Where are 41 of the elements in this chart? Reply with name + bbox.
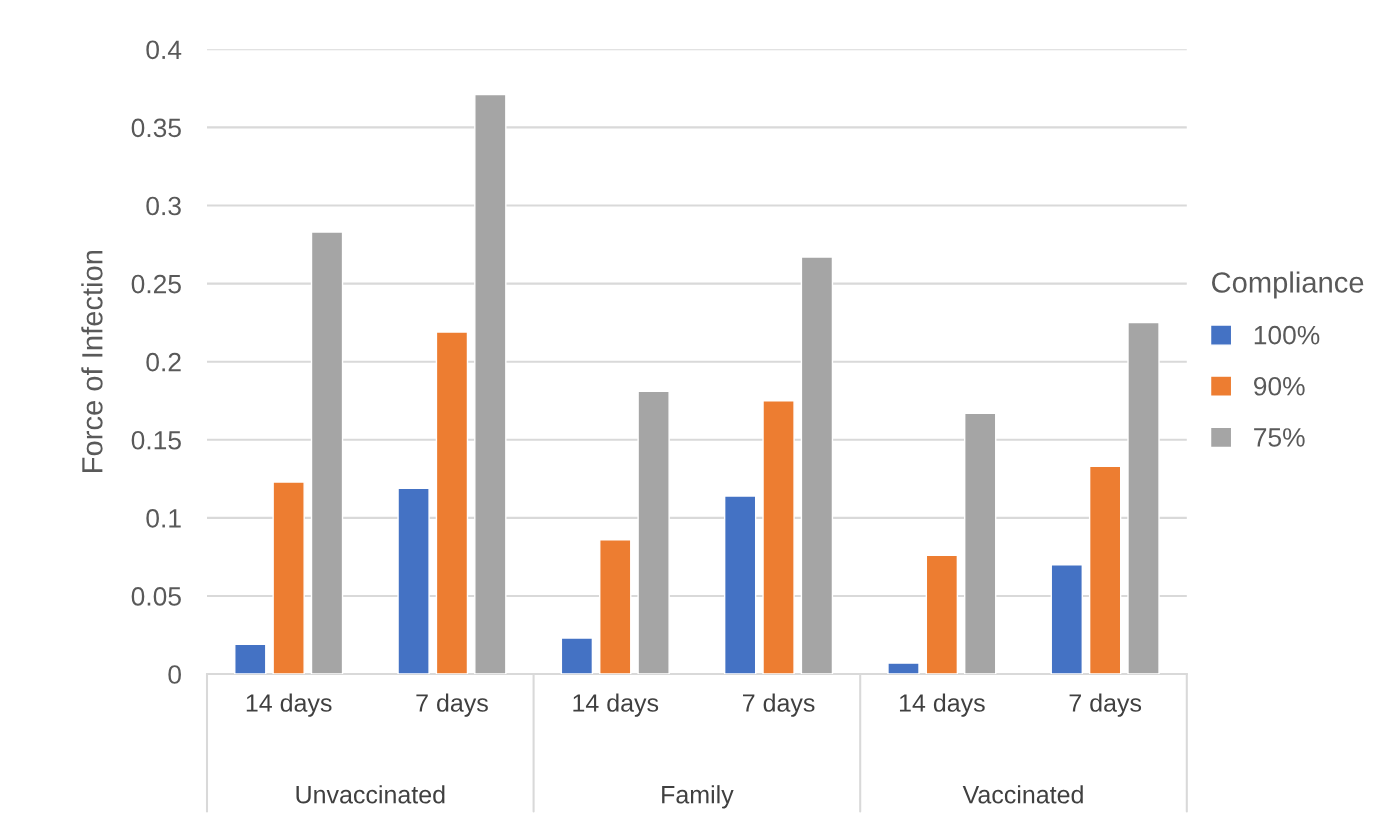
text: Vaccinated bbox=[962, 785, 1083, 804]
x-tick-label: 7 days bbox=[743, 693, 815, 717]
legend-label: 75% bbox=[1254, 428, 1305, 447]
y-tick-label: 0.15 bbox=[131, 430, 181, 450]
bar bbox=[1050, 564, 1083, 675]
y-tick-label: 0.4 bbox=[146, 40, 182, 60]
x-tick-label: 14 days bbox=[573, 693, 659, 717]
y-tick-label: 0.1 bbox=[146, 508, 181, 528]
bar bbox=[272, 481, 305, 675]
bar bbox=[599, 539, 632, 675]
legend-title: Compliance bbox=[1212, 271, 1364, 299]
bar bbox=[762, 400, 795, 675]
legend-label: 100% bbox=[1254, 325, 1320, 345]
bar bbox=[1088, 465, 1122, 675]
y-tick-label: 0.25 bbox=[131, 274, 181, 294]
bar bbox=[1127, 321, 1160, 675]
x-tick-label: 14 days bbox=[246, 693, 332, 717]
bar bbox=[435, 331, 469, 675]
legend-label: 90% bbox=[1254, 376, 1305, 396]
y-axis-title: Force of Infection bbox=[81, 250, 103, 472]
text: Family bbox=[662, 785, 734, 809]
bar bbox=[925, 554, 959, 675]
bar bbox=[637, 390, 670, 675]
bar bbox=[397, 487, 430, 675]
bar bbox=[964, 412, 997, 675]
x-tick-label: 14 days bbox=[899, 693, 985, 717]
bar bbox=[887, 662, 920, 675]
bar bbox=[800, 256, 834, 675]
text: Unvaccinated bbox=[296, 785, 445, 804]
bar bbox=[234, 643, 267, 675]
y-tick-label: 0.3 bbox=[146, 196, 181, 216]
bar bbox=[560, 637, 594, 675]
y-tick-label: 0.2 bbox=[146, 352, 181, 372]
bar bbox=[310, 231, 344, 675]
x-tick-label: 7 days bbox=[416, 693, 488, 717]
y-tick-label: 0 bbox=[168, 665, 181, 684]
x-tick-label: 7 days bbox=[1069, 693, 1142, 717]
y-tick-label: 0.35 bbox=[131, 118, 181, 138]
bar bbox=[723, 495, 757, 675]
bar bbox=[474, 93, 507, 675]
y-tick-label: 0.05 bbox=[131, 587, 181, 606]
